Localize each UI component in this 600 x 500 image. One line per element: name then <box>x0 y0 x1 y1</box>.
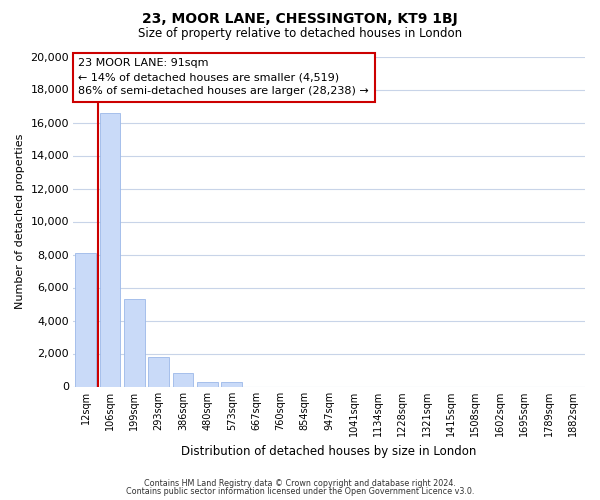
Bar <box>75 253 96 386</box>
Text: 23, MOOR LANE, CHESSINGTON, KT9 1BJ: 23, MOOR LANE, CHESSINGTON, KT9 1BJ <box>142 12 458 26</box>
Bar <box>221 382 242 386</box>
Bar <box>100 112 120 386</box>
Text: Size of property relative to detached houses in London: Size of property relative to detached ho… <box>138 28 462 40</box>
X-axis label: Distribution of detached houses by size in London: Distribution of detached houses by size … <box>181 444 477 458</box>
Y-axis label: Number of detached properties: Number of detached properties <box>15 134 25 309</box>
Bar <box>173 374 193 386</box>
Text: Contains public sector information licensed under the Open Government Licence v3: Contains public sector information licen… <box>126 487 474 496</box>
Bar <box>197 382 218 386</box>
Bar <box>124 299 145 386</box>
Text: Contains HM Land Registry data © Crown copyright and database right 2024.: Contains HM Land Registry data © Crown c… <box>144 478 456 488</box>
Text: 23 MOOR LANE: 91sqm
← 14% of detached houses are smaller (4,519)
86% of semi-det: 23 MOOR LANE: 91sqm ← 14% of detached ho… <box>79 58 369 96</box>
Bar <box>148 357 169 386</box>
